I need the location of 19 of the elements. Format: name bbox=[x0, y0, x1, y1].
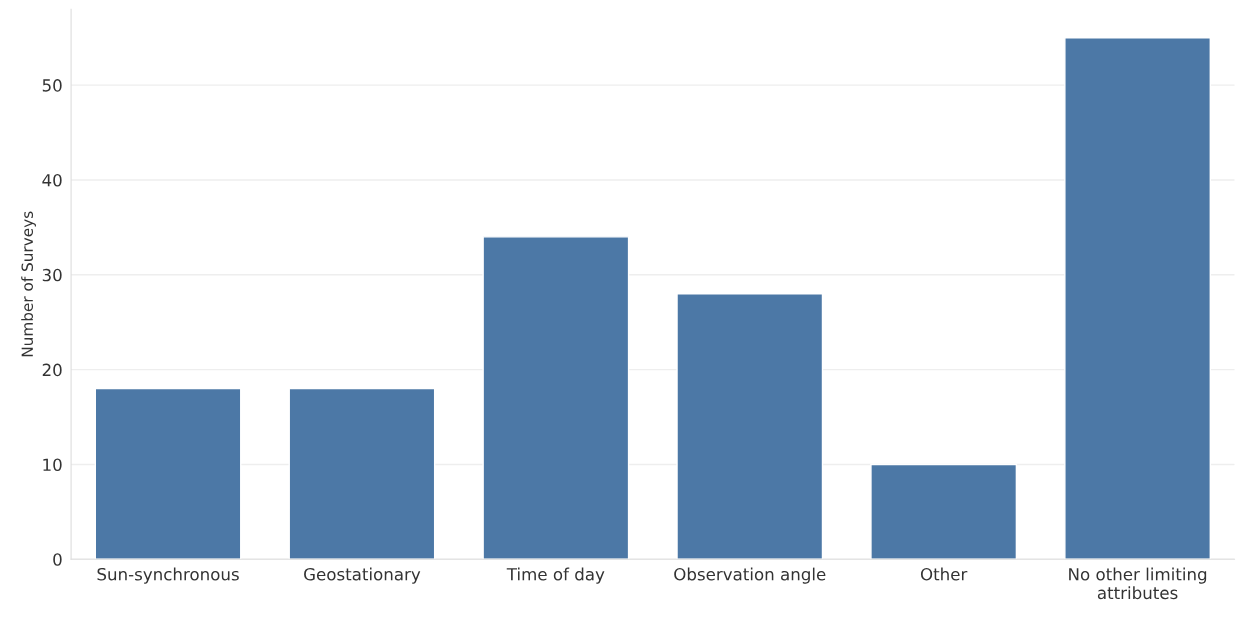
x-tick-label: Sun-synchronous bbox=[97, 567, 239, 584]
y-axis-title: Number of Surveys bbox=[21, 211, 36, 357]
y-tick-label: 30 bbox=[42, 268, 62, 282]
y-tick-label: 40 bbox=[42, 173, 62, 187]
x-tick-label: Time of day bbox=[506, 567, 605, 584]
y-tick-label: 0 bbox=[53, 553, 62, 566]
bar bbox=[288, 387, 436, 560]
bar bbox=[870, 463, 1018, 560]
y-tick-label: 50 bbox=[42, 79, 62, 92]
y-tick-label: 10 bbox=[43, 458, 62, 472]
bar bbox=[482, 236, 630, 560]
bar bbox=[676, 293, 824, 560]
bar bbox=[94, 387, 242, 560]
x-tick-label: Observation angle bbox=[674, 567, 826, 584]
bar bbox=[1064, 37, 1211, 560]
x-tick-label: Other bbox=[920, 567, 968, 581]
y-tick-label: 20 bbox=[42, 363, 62, 377]
x-tick-label: Geostationary bbox=[304, 567, 421, 584]
x-tick-label: No other limiting attributes bbox=[1069, 567, 1207, 600]
